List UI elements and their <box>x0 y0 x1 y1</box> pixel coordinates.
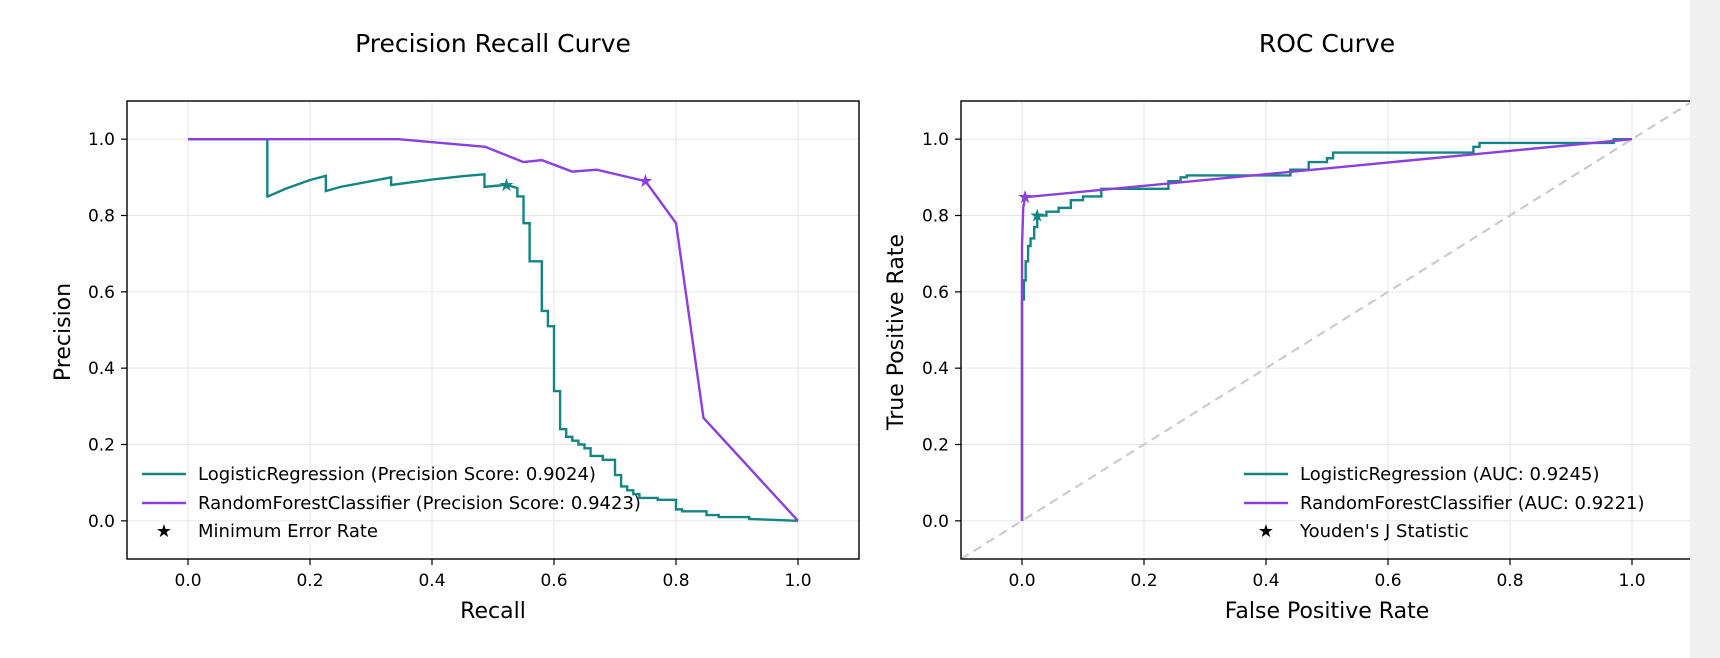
legend-label-logistic: LogisticRegression (AUC: 0.9245) <box>1300 464 1600 485</box>
legend-marker-star-icon: ★ <box>1258 521 1274 542</box>
plot-frame <box>960 100 1690 560</box>
series-line-forest <box>188 137 799 522</box>
chance-diagonal-line <box>961 101 1690 559</box>
x-tick-label: 0.4 <box>418 571 445 591</box>
y-tick-label: 0.6 <box>88 283 115 303</box>
y-tick-label: 0.0 <box>88 512 115 532</box>
chart-title: Precision Recall Curve <box>355 29 631 58</box>
y-tick-label: 1.0 <box>922 130 949 150</box>
x-axis-label: Recall <box>460 599 526 624</box>
y-tick-label: 0.2 <box>88 436 115 456</box>
plot-frame <box>126 100 860 560</box>
x-tick-label: 1.0 <box>1618 571 1645 591</box>
markers: ★★ <box>1017 187 1045 226</box>
y-tick-label: 0.8 <box>922 207 949 227</box>
grid <box>961 101 1690 559</box>
x-tick-label: 0.8 <box>662 571 689 591</box>
legend-label-marker: Youden's J Statistic <box>1299 521 1469 542</box>
y-tick-label: 0.0 <box>922 512 949 532</box>
x-tick-label: 0.4 <box>1252 571 1279 591</box>
window-edge-strip <box>1690 0 1720 658</box>
x-tick-label: 0.2 <box>1130 571 1157 591</box>
grid <box>127 101 859 559</box>
legend-label-forest: RandomForestClassifier (AUC: 0.9221) <box>1300 493 1645 514</box>
legend-marker-star-icon: ★ <box>156 521 172 542</box>
series-line-logistic <box>188 137 799 523</box>
y-axis-label: True Positive Rate <box>884 234 909 431</box>
x-tick-label: 0.0 <box>1008 571 1035 591</box>
x-tick-label: 0.2 <box>296 571 323 591</box>
star-marker-logistic: ★ <box>498 175 514 196</box>
y-tick-label: 0.6 <box>922 283 949 303</box>
x-tick-label: 0.8 <box>1496 571 1523 591</box>
star-marker-logistic: ★ <box>1029 206 1045 227</box>
y-tick-label: 0.2 <box>922 436 949 456</box>
axis-ticks: 0.0 0.2 0.4 0.6 0.8 1.0 0.0 0.2 0.4 0.6 0.8 1.0 <box>922 130 1646 591</box>
y-tick-label: 0.4 <box>88 359 115 379</box>
legend-label-logistic: LogisticRegression (Precision Score: 0.9… <box>198 464 596 485</box>
x-tick-label: 0.6 <box>1374 571 1401 591</box>
series-lines <box>188 137 799 523</box>
legend: LogisticRegression (AUC: 0.9245) RandomF… <box>1244 464 1645 542</box>
legend: LogisticRegression (Precision Score: 0.9… <box>142 464 641 542</box>
x-tick-label: 0.6 <box>540 571 567 591</box>
chart-title: ROC Curve <box>1259 29 1395 58</box>
x-tick-label: 0.0 <box>174 571 201 591</box>
roc-panel: ROC Curve False Positive Rate True Posit… <box>884 29 1690 624</box>
star-marker-forest: ★ <box>637 171 653 192</box>
axis-ticks: 0.0 0.2 0.4 0.6 0.8 1.0 0.0 0.2 0.4 0.6 0.8 1.0 <box>88 130 812 591</box>
series-line-logistic <box>1020 137 1632 521</box>
y-tick-label: 1.0 <box>88 130 115 150</box>
star-marker-forest: ★ <box>1017 187 1033 208</box>
series-lines <box>1020 137 1633 521</box>
y-axis-label: Precision <box>51 283 76 381</box>
precision-recall-panel: Precision Recall Curve Recall Precision … <box>51 29 860 624</box>
chance-diagonal <box>961 101 1690 559</box>
x-axis-label: False Positive Rate <box>1225 599 1429 624</box>
series-line-forest <box>1020 137 1633 521</box>
y-tick-label: 0.4 <box>922 359 949 379</box>
legend-label-marker: Minimum Error Rate <box>198 521 378 542</box>
x-tick-label: 1.0 <box>784 571 811 591</box>
legend-label-forest: RandomForestClassifier (Precision Score:… <box>198 493 641 514</box>
y-tick-label: 0.8 <box>88 207 115 227</box>
markers: ★★ <box>498 171 653 196</box>
